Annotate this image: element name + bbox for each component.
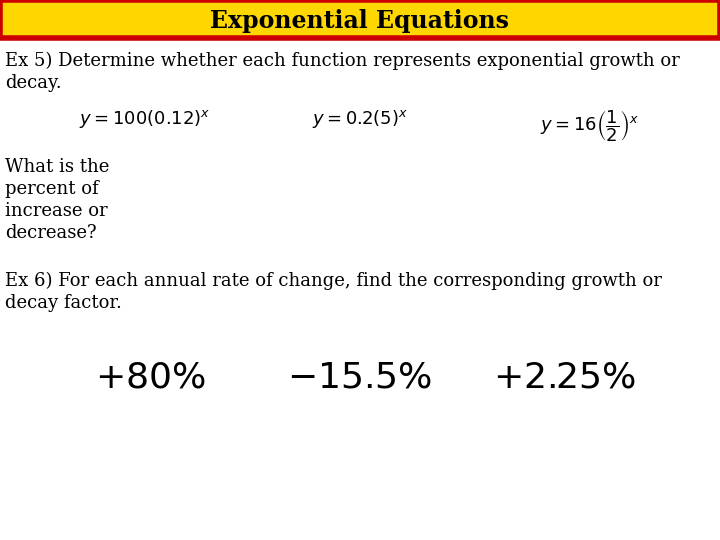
Text: decay factor.: decay factor. [5,294,122,312]
Text: $+80\%$: $+80\%$ [95,360,205,394]
Text: What is the: What is the [5,158,109,176]
Text: $y=0.2(5)^{x}$: $y=0.2(5)^{x}$ [312,108,408,130]
Text: percent of: percent of [5,180,99,198]
Text: $y=100(0.12)^{x}$: $y=100(0.12)^{x}$ [79,108,211,130]
Text: decrease?: decrease? [5,224,96,242]
Text: $-15.5\%$: $-15.5\%$ [287,360,433,394]
Text: Exponential Equations: Exponential Equations [210,9,510,33]
Text: $y=16\left(\dfrac{1}{2}\right)^{x}$: $y=16\left(\dfrac{1}{2}\right)^{x}$ [541,108,639,144]
Text: Ex 5) Determine whether each function represents exponential growth or: Ex 5) Determine whether each function re… [5,52,680,70]
Text: decay.: decay. [5,74,62,92]
Bar [0,0,720,38]
Text: $+2.25\%$: $+2.25\%$ [493,360,636,394]
Text: increase or: increase or [5,202,107,220]
Text: Ex 6) For each annual rate of change, find the corresponding growth or: Ex 6) For each annual rate of change, fi… [5,272,662,291]
